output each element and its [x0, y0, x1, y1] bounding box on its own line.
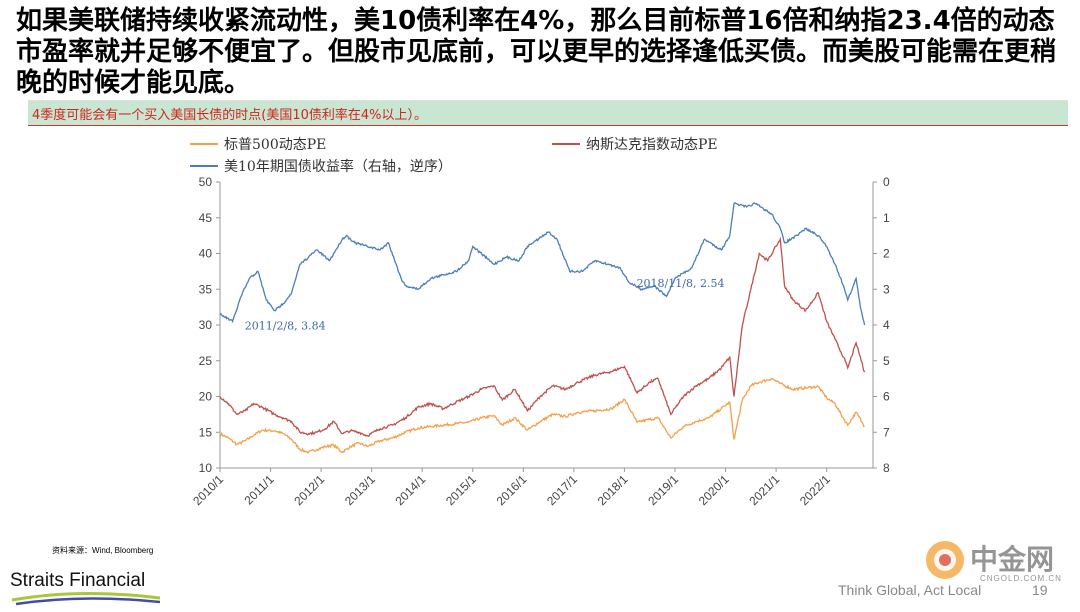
source-note: 资料来源：Wind, Bloomberg: [52, 546, 154, 555]
x-tick-label: 2016/1: [494, 472, 530, 508]
highlight-text: 4季度可能会有一个买入美国长债的时点(美国10债利率在4%以上）。: [32, 108, 428, 123]
right-tick-label: 0: [883, 175, 890, 189]
right-tick-label: 6: [883, 390, 890, 404]
left-tick-label: 25: [199, 354, 213, 368]
watermark-logo-icon: [926, 541, 964, 579]
right-tick-label: 5: [883, 354, 890, 368]
x-tick-label: 2020/1: [696, 472, 732, 508]
annotation-label: 2011/2/8, 3.84: [245, 319, 326, 332]
series-line-0: [219, 377, 865, 454]
right-tick-label: 4: [883, 318, 890, 332]
x-tick-label: 2021/1: [746, 472, 782, 508]
slide-headline: 如果美联储持续收紧流动性，美10债利率在4%，那么目前标普16倍和纳指23.4倍…: [16, 6, 1057, 98]
left-tick-label: 50: [199, 175, 213, 189]
slogan: Think Global, Act Local: [838, 582, 982, 598]
left-tick-label: 20: [199, 390, 213, 404]
right-tick-label: 2: [883, 247, 890, 261]
page-number: 19: [1032, 582, 1048, 598]
x-tick-label: 2022/1: [797, 472, 833, 508]
x-tick-label: 2013/1: [342, 472, 378, 508]
legend-label: 标普500动态PE: [224, 137, 326, 153]
x-tick-label: 2012/1: [291, 472, 327, 508]
x-tick-label: 2019/1: [645, 472, 681, 508]
legend-label: 美10年期国债收益率（右轴，逆序）: [224, 158, 452, 175]
annotation-label: 2018/11/8, 2.54: [637, 277, 725, 290]
series-line-2: [219, 202, 866, 326]
watermark-url: CNGOLD.COM.CN: [980, 574, 1062, 583]
left-tick-label: 40: [199, 247, 213, 261]
highlight-banner: 4季度可能会有一个买入美国长债的时点(美国10债利率在4%以上）。: [28, 100, 1068, 126]
x-tick-label: 2018/1: [595, 472, 631, 508]
series-line-1: [219, 236, 866, 437]
right-tick-label: 7: [883, 425, 890, 439]
company-name: Straits Financial: [10, 570, 146, 591]
legend-label: 纳斯达克指数动态PE: [586, 137, 718, 153]
company-logo: Straits Financial: [10, 570, 180, 610]
x-tick-label: 2014/1: [392, 472, 428, 508]
right-tick-label: 8: [883, 461, 890, 475]
x-tick-label: 2011/1: [241, 472, 276, 507]
x-tick-label: 2017/1: [544, 472, 580, 508]
right-tick-label: 1: [883, 211, 890, 225]
watermark-text: 中金网: [970, 543, 1055, 576]
left-tick-label: 15: [199, 425, 213, 439]
left-tick-label: 30: [199, 318, 213, 332]
right-tick-label: 3: [883, 282, 890, 296]
logo-swoosh-icon: [11, 591, 161, 606]
left-tick-label: 35: [199, 282, 213, 296]
left-tick-label: 10: [199, 461, 213, 475]
watermark: 中金网 CNGOLD.COM.CN: [922, 536, 1072, 592]
left-tick-label: 45: [199, 211, 213, 225]
x-tick-label: 2010/1: [190, 472, 226, 508]
x-tick-label: 2015/1: [443, 472, 479, 508]
